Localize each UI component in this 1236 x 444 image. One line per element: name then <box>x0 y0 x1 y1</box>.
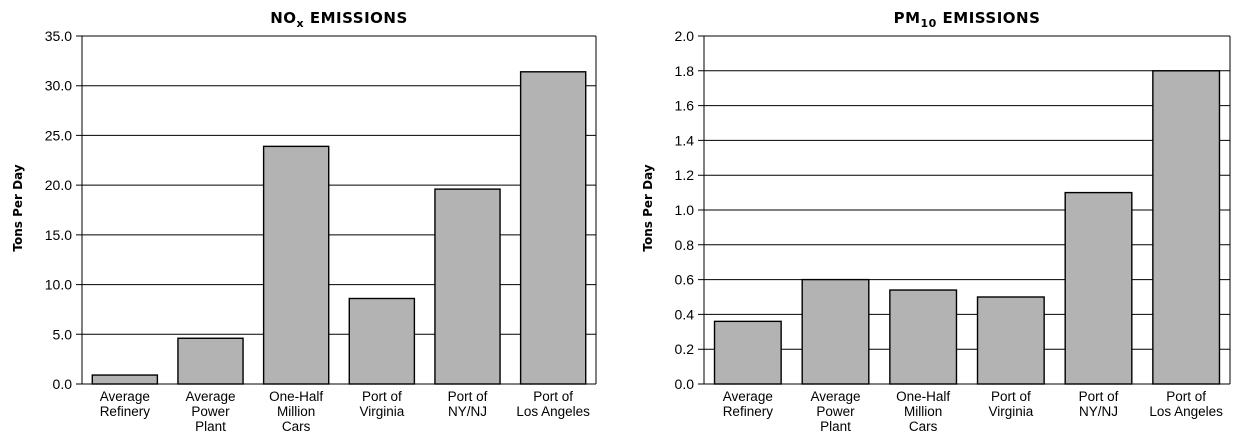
nox-category-label: Port of Los Angeles <box>516 389 590 419</box>
pm-bar-0 <box>713 320 782 385</box>
nox-bar-2 <box>262 145 330 385</box>
nox-category-label: Port of NY/NJ <box>448 389 488 419</box>
pm-y-tick-label: 0.6 <box>675 272 695 288</box>
pm-category-label: One-Half Million Cars <box>896 389 950 434</box>
nox-category-label: Port of Virginia <box>359 389 404 419</box>
pm-bar-5 <box>1152 70 1221 385</box>
nox-y-tick-label: 30.0 <box>45 78 72 94</box>
pm-category-label: Port of Virginia <box>988 389 1033 419</box>
pm-bar-1 <box>801 278 870 385</box>
nox-y-tick-label: 0.0 <box>53 376 73 392</box>
nox-category-label: Average Power Plant <box>185 389 235 434</box>
nox-emissions-chart: NOx EMISSIONS Tons Per Day 0.0 5.0 10.0 15.0 2… <box>11 9 597 434</box>
pm-category-label: Average Refinery <box>723 389 774 419</box>
pm-y-tick-label: 1.6 <box>675 98 695 114</box>
pm-bar-2 <box>889 289 958 385</box>
pm-y-tick-label: 1.0 <box>675 202 695 218</box>
nox-chart-title: NOx EMISSIONS <box>270 9 408 30</box>
pm-y-tick-label: 1.8 <box>675 63 695 79</box>
nox-category-label: Average Refinery <box>100 389 151 419</box>
pm-category-label: Average Power Plant <box>810 389 860 434</box>
nox-bar-4 <box>434 188 501 385</box>
pm-bar-4 <box>1064 191 1133 385</box>
pm-y-tick-label: 2.0 <box>675 28 695 44</box>
nox-category-label: One-Half Million Cars <box>269 389 323 434</box>
nox-y-tick-label: 20.0 <box>45 177 72 193</box>
pm10-emissions-chart: PM10 EMISSIONS Tons Per Day 0.0 0.2 0.4 0.6 0.… <box>618 0 1236 444</box>
pm-y-tick-label: 0.4 <box>675 306 695 322</box>
nox-y-tick-label: 5.0 <box>53 326 73 342</box>
nox-bar-0 <box>91 374 159 385</box>
pm-y-tick-label: 1.2 <box>675 167 695 183</box>
pm-y-axis-label: Tons Per Day <box>641 164 655 251</box>
pm-category-label: Port of NY/NJ <box>1079 389 1119 419</box>
pm-chart-title: PM10 EMISSIONS <box>894 9 1041 30</box>
nox-y-axis-label: Tons Per Day <box>11 164 25 251</box>
pm-category-label: Port of Los Angeles <box>1149 389 1223 419</box>
pm-bar-3 <box>976 296 1045 385</box>
pm-y-tick-label: 0.0 <box>675 376 695 392</box>
nox-bar-1 <box>177 337 244 385</box>
nox-bar-5 <box>519 71 587 385</box>
nox-y-tick-label: 35.0 <box>45 28 72 44</box>
pm-y-tick-label: 1.4 <box>675 132 695 148</box>
pm10-chart-svg: PM10 EMISSIONS Tons Per Day 0.0 0.2 0.4 0.6 0.… <box>641 9 1231 434</box>
nox-y-tick-label: 25.0 <box>45 127 72 143</box>
nox-chart-svg: NOx EMISSIONS Tons Per Day 0.0 5.0 10.0 15.0 2… <box>11 9 597 434</box>
nox-y-tick-label: 10.0 <box>45 277 72 293</box>
nox-bar-3 <box>348 297 416 385</box>
pm-y-tick-label: 0.8 <box>675 237 695 253</box>
pm-y-tick-label: 0.2 <box>675 341 695 357</box>
nox-y-tick-label: 15.0 <box>45 227 72 243</box>
